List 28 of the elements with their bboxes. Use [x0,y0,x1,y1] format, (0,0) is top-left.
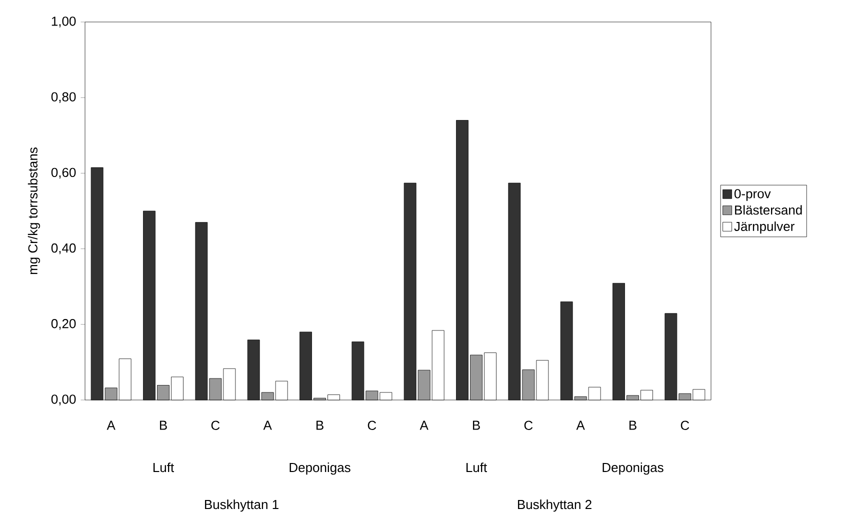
x-tick-label: A [263,420,272,430]
x-tick-label: A [576,420,585,430]
x-tick-label: B [160,420,167,430]
y-tick-label: 1,00 [52,16,76,28]
x-tick-label: B [316,420,324,430]
x-tick-label: C [211,420,220,430]
text: Buskhyttan 2 [518,500,592,512]
x-tick-label: C [368,420,376,430]
text: Luft [153,462,174,472]
text: Luft [466,462,487,472]
x-tick-label: C [680,420,690,430]
y-tick-label: 0,00 [51,394,76,406]
legend-label: Blästersand [735,205,802,215]
y-tick-label: 0,40 [51,243,76,254]
y-tick-label: 0,20 [51,319,76,330]
y-tick-label: 0,60 [51,168,76,179]
legend-label: Järnpulver [734,221,794,234]
x-tick-label: A [420,420,428,430]
y-tick-label: 0,80 [51,92,76,103]
x-tick-label: B [629,420,636,430]
x-tick-label: B [472,420,480,430]
text: Deponigas [290,462,350,475]
text: Deponigas [602,462,664,475]
x-tick-label: C [524,420,533,430]
x-tick-label: A [106,420,116,430]
text: Buskhyttan 1 [204,500,278,512]
y-axis-title: mg Cr/kg torrsubstans [28,148,40,274]
legend-label: 0-prov [734,189,771,201]
